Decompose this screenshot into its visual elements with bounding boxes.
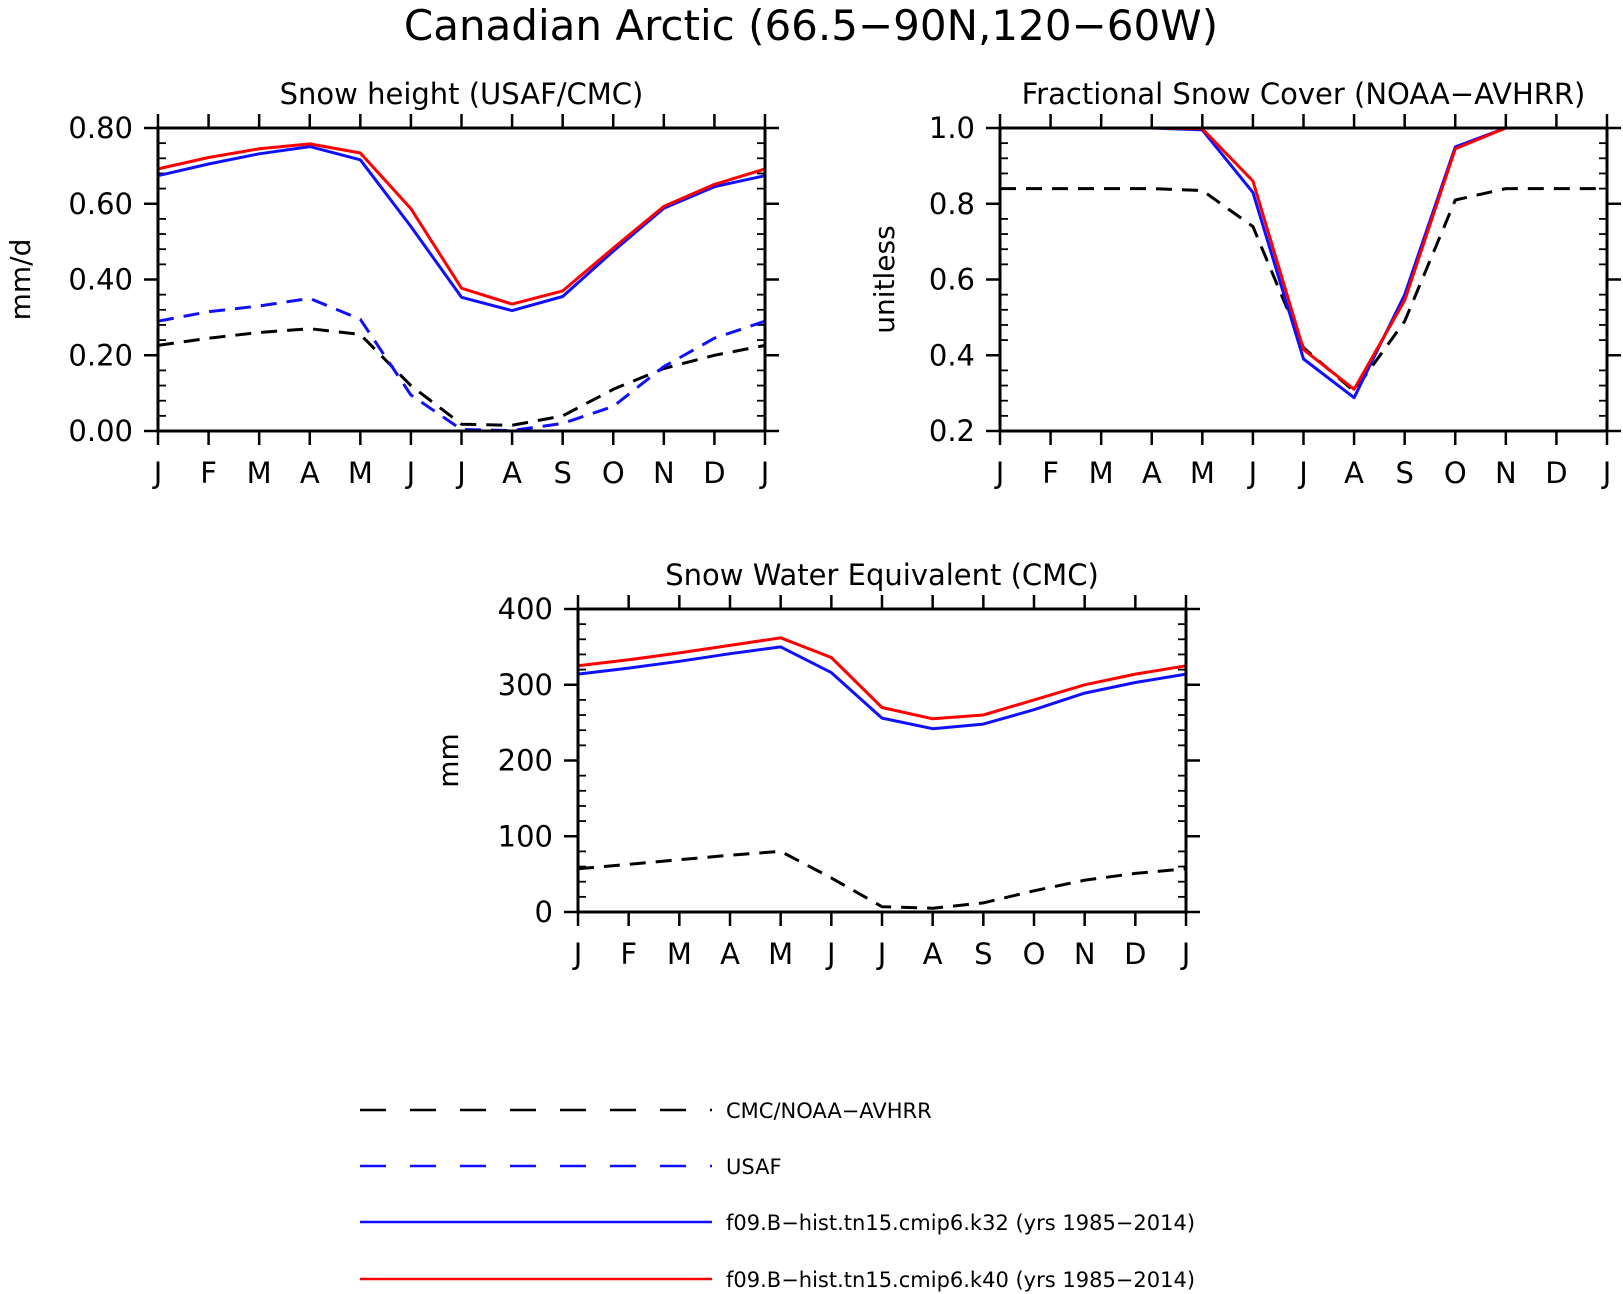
- legend-label: f09.B−hist.tn15.cmip6.k32 (yrs 1985−2014…: [726, 1211, 1195, 1235]
- plot-frame: [576, 607, 1188, 914]
- y-tick-label: 0.6: [929, 263, 975, 297]
- y-tick-label: 0.8: [929, 187, 975, 221]
- x-tick-label: A: [300, 456, 320, 490]
- series-line-f09-b-hist-tn15-cmip6-k40-yrs-1985-2014: [157, 142, 766, 306]
- series-line-cmc-noaa-avhrr: [577, 849, 1187, 910]
- x-tick-label: D: [1545, 456, 1567, 490]
- series-line-f09-b-hist-tn15-cmip6-k32-yrs-1985-2014: [577, 645, 1187, 731]
- x-tick-label: A: [923, 937, 943, 971]
- panel-snow-water-equivalent: Snow Water Equivalent (CMC)mmJ F M A M J J A S O N…: [432, 558, 1200, 971]
- panel-title: Snow Water Equivalent (CMC): [665, 558, 1099, 592]
- y-tick-label: 300: [498, 668, 553, 702]
- x-tick-label: N: [1074, 937, 1096, 971]
- plot-frame: [156, 126, 767, 433]
- legend: CMC/NOAA−AVHRR USAF f09.B−hist.tn15.cmip6.…: [360, 1099, 1195, 1292]
- x-tick-label: F: [1042, 456, 1059, 490]
- series-line-f09-b-hist-tn15-cmip6-k40-yrs-1985-2014: [577, 636, 1187, 721]
- x-tick-label: A: [1344, 456, 1364, 490]
- x-tick-label: J: [405, 456, 416, 490]
- y-tick-label: 0.20: [68, 338, 133, 372]
- x-tick-label: M: [247, 456, 272, 490]
- y-tick-label: 0.4: [929, 338, 975, 372]
- plot-frame: [998, 126, 1609, 433]
- legend-label: CMC/NOAA−AVHRR: [726, 1099, 932, 1123]
- series-line-usaf: [157, 296, 766, 433]
- y-axis-label: mm: [432, 733, 465, 788]
- x-tick-label: S: [553, 456, 571, 490]
- x-tick-label: N: [653, 456, 675, 490]
- x-tick-label: M: [768, 937, 793, 971]
- main-title: Canadian Arctic (66.5−90N,120−60W): [404, 1, 1218, 50]
- y-tick-label: 1.0: [929, 111, 975, 145]
- y-tick-label: 400: [498, 592, 553, 626]
- x-tick-label: F: [200, 456, 217, 490]
- panel-snow-height: Snow height (USAF/CMC)mm/dJ F M A M J J A S O N D J0…: [4, 77, 779, 490]
- x-tick-label: J: [1601, 456, 1612, 490]
- legend-label: USAF: [726, 1155, 782, 1179]
- legend-label: f09.B−hist.tn15.cmip6.k40 (yrs 1985−2014…: [726, 1268, 1195, 1292]
- x-tick-label: O: [1444, 456, 1467, 490]
- x-tick-label: F: [620, 937, 637, 971]
- x-tick-label: M: [667, 937, 692, 971]
- x-tick-label: J: [152, 456, 163, 490]
- x-tick-label: J: [572, 937, 583, 971]
- panel-title: Fractional Snow Cover (NOAA−AVHRR): [1022, 77, 1586, 111]
- series-line-f09-b-hist-tn15-cmip6-k32-yrs-1985-2014: [1000, 126, 1607, 400]
- panel-title: Snow height (USAF/CMC): [280, 77, 644, 111]
- y-axis-label: unitless: [868, 225, 901, 333]
- x-tick-label: O: [602, 456, 625, 490]
- x-tick-label: D: [1124, 937, 1146, 971]
- y-tick-label: 0.40: [68, 263, 133, 297]
- x-tick-label: O: [1023, 937, 1046, 971]
- panel-fractional-snow-cover: Fractional Snow Cover (NOAA−AVHRR) unitle…: [868, 77, 1621, 490]
- series-line-cmc-noaa-avhrr: [157, 327, 766, 427]
- x-tick-label: A: [720, 937, 740, 971]
- x-tick-label: J: [994, 456, 1005, 490]
- x-tick-label: J: [455, 456, 466, 490]
- x-tick-label: N: [1495, 456, 1517, 490]
- y-tick-label: 0.00: [68, 414, 133, 448]
- x-tick-label: M: [1190, 456, 1215, 490]
- x-tick-label: J: [1297, 456, 1308, 490]
- x-tick-label: M: [1089, 456, 1114, 490]
- x-tick-label: J: [759, 456, 770, 490]
- y-tick-label: 100: [498, 819, 553, 853]
- y-axis-label: mm/d: [4, 239, 37, 321]
- x-tick-label: J: [876, 937, 887, 971]
- x-tick-label: A: [502, 456, 522, 490]
- y-tick-label: 0.2: [929, 414, 975, 448]
- y-tick-label: 200: [498, 744, 553, 778]
- x-tick-label: S: [974, 937, 992, 971]
- y-tick-label: 0.80: [68, 111, 133, 145]
- series-line-f09-b-hist-tn15-cmip6-k40-yrs-1985-2014: [1000, 126, 1607, 391]
- y-tick-label: 0: [535, 895, 553, 929]
- x-tick-label: A: [1142, 456, 1162, 490]
- y-tick-label: 0.60: [68, 187, 133, 221]
- x-tick-label: J: [1180, 937, 1191, 971]
- x-tick-label: J: [1247, 456, 1258, 490]
- x-tick-label: S: [1395, 456, 1413, 490]
- x-tick-label: J: [825, 937, 836, 971]
- x-tick-label: M: [348, 456, 373, 490]
- x-tick-label: D: [703, 456, 725, 490]
